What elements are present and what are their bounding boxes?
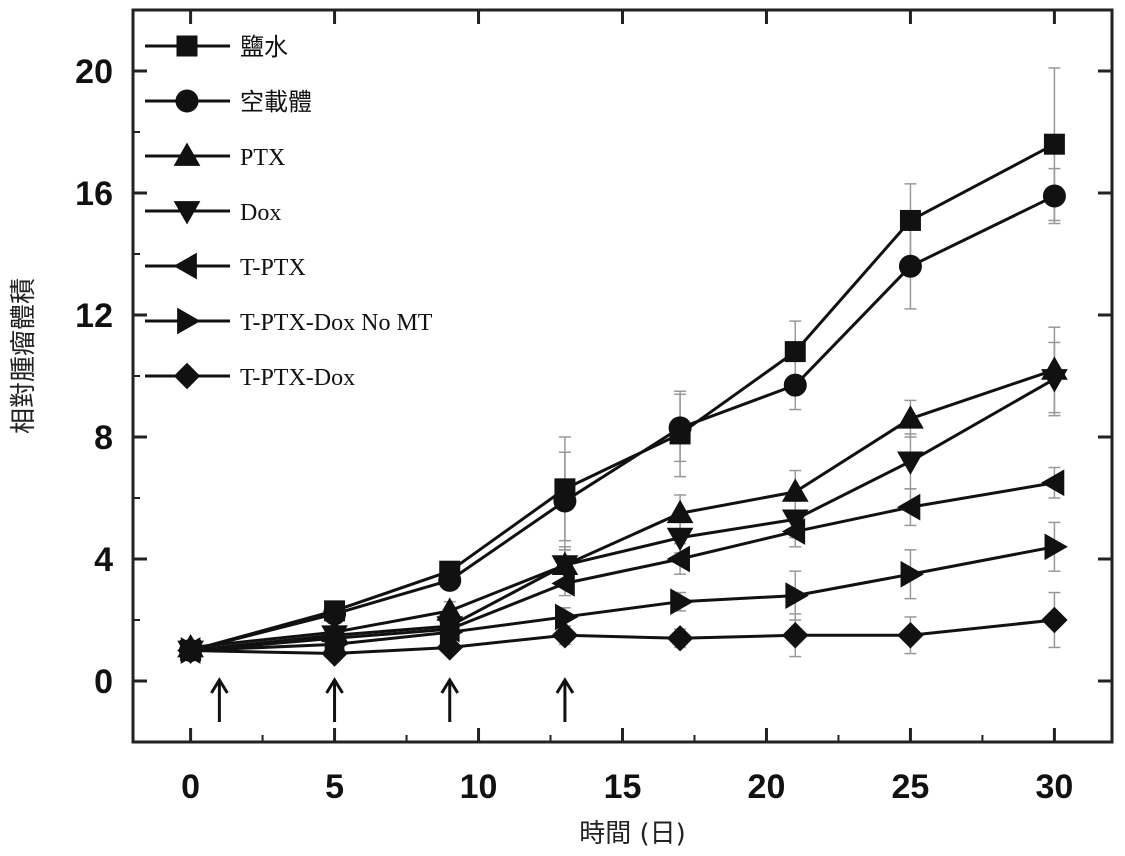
series-4-line [190, 481, 1055, 652]
x-tick-label: 30 [1035, 768, 1073, 806]
x-tick-label: 0 [181, 768, 200, 806]
series-3-point [897, 451, 924, 475]
series-6-line [190, 618, 1055, 656]
series-0-point [899, 209, 921, 231]
series-1-point [898, 254, 922, 278]
series-1-point [668, 416, 692, 440]
series-5-point [670, 588, 694, 616]
series-4-point [666, 545, 690, 573]
series-2-point [781, 478, 809, 502]
legend-label: T-PTX-Dox No MT [240, 310, 433, 336]
legend-marker [175, 89, 199, 113]
series-6-point [666, 625, 694, 652]
series-5-point [785, 582, 809, 609]
y-tick-label: 4 [94, 541, 113, 579]
series-1-point [553, 489, 577, 513]
legend-label: 鹽水 [240, 33, 288, 61]
dose-arrow-head [440, 677, 460, 694]
series-1-point [438, 568, 462, 592]
series-3-point [666, 527, 694, 552]
x-axis-title: 時間 (日) [579, 819, 686, 849]
series-4-point [896, 493, 921, 521]
legend-marker [176, 35, 198, 57]
series-5-point [900, 560, 924, 588]
series-6-point [1041, 606, 1068, 634]
series-6-point [782, 622, 809, 649]
y-tick-label: 20 [75, 53, 113, 91]
legend-marker [177, 307, 201, 335]
legend-marker [173, 201, 201, 225]
series-0-line [190, 142, 1056, 652]
series-3-point [551, 555, 579, 579]
series-5-point [555, 603, 579, 631]
dose-arrows [210, 677, 575, 722]
error-bars [184, 67, 1061, 658]
dose-arrow-head [555, 677, 575, 694]
series-1-point [783, 373, 807, 397]
legend-label: T-PTX-Dox [240, 365, 355, 391]
x-tick-label: 25 [892, 768, 930, 806]
series-6-point [436, 634, 463, 661]
series-3-point [1041, 369, 1068, 393]
series-4-point [781, 518, 806, 545]
series-markers [177, 133, 1068, 667]
y-tick-label: 16 [75, 175, 113, 213]
legend-marker [173, 252, 197, 280]
series-6-point [177, 637, 204, 664]
legend-marker [173, 142, 201, 166]
series-5-line [190, 545, 1055, 652]
legend-label: PTX [240, 145, 285, 171]
x-tick-label: 20 [748, 768, 786, 806]
legend-label: T-PTX [240, 255, 306, 281]
series-5-point [1044, 533, 1068, 561]
series-2-point [666, 499, 694, 524]
series-1-line [190, 194, 1056, 652]
dose-arrow-head [325, 677, 344, 694]
series-1-point [1042, 184, 1066, 208]
series-3-line [190, 377, 1056, 652]
series-6-point [897, 622, 924, 649]
y-tick-label: 8 [94, 419, 113, 457]
series-6-point [321, 640, 348, 667]
series-6-point [551, 622, 579, 649]
axis-ticks: 0 5 10 15 20 25 30 0 4 8 12 16 20 [75, 10, 1112, 806]
y-axis-title: 相對腫瘤體積 [9, 278, 39, 434]
series-lines [190, 142, 1056, 656]
x-tick-label: 10 [460, 768, 498, 806]
series-4-point [551, 570, 575, 597]
x-tick-label: 5 [325, 768, 344, 806]
series-4-point [1040, 469, 1065, 497]
series-2-line [190, 368, 1055, 649]
series-0-point [1043, 133, 1065, 155]
legend-marker [173, 362, 201, 390]
y-tick-label: 0 [94, 663, 113, 701]
legend-label: 空載體 [240, 88, 312, 116]
dose-arrow-head [210, 677, 229, 694]
series-2-point [897, 405, 924, 429]
series-0-point [784, 341, 806, 363]
legend-label: Dox [240, 200, 281, 226]
x-tick-label: 15 [604, 768, 642, 806]
y-tick-label: 12 [75, 297, 113, 335]
